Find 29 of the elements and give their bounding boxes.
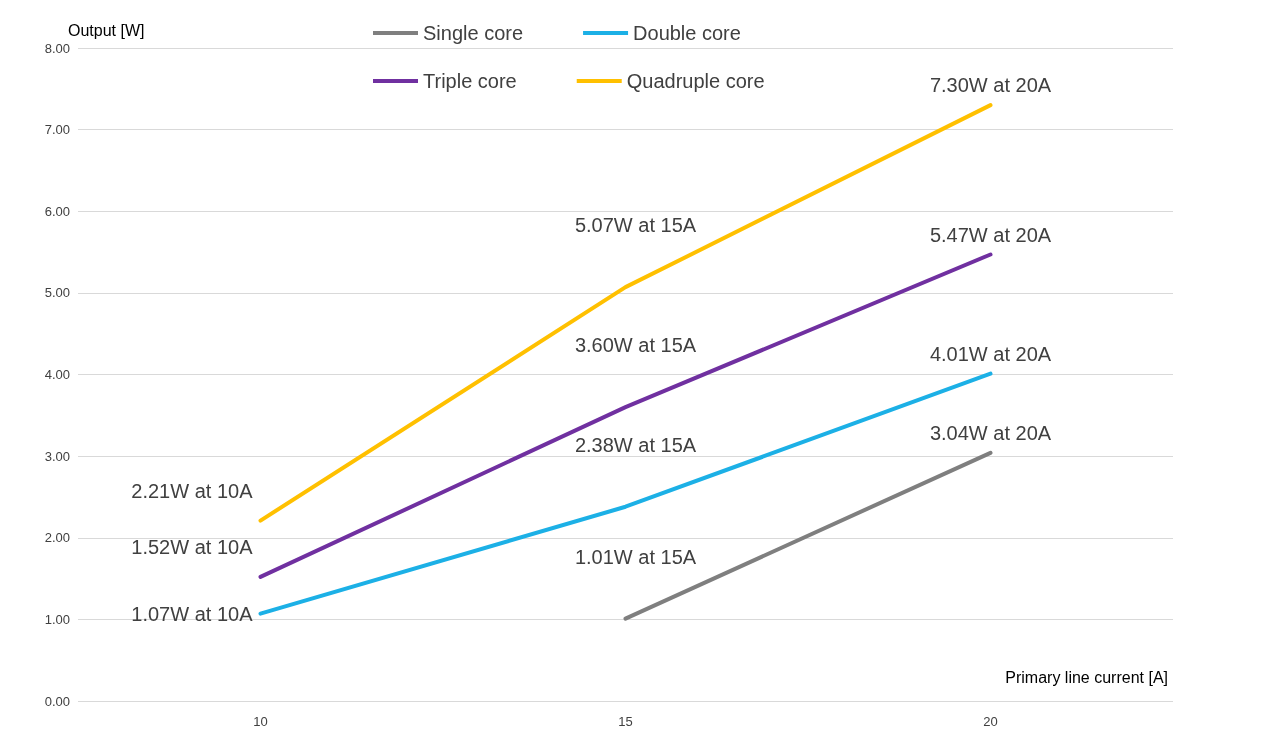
y-tick-label: 0.00: [44, 693, 70, 709]
annotation: 2.38W at 15A: [574, 433, 697, 456]
x-tick-label: 15: [618, 714, 633, 729]
y-tick-label: 4.00: [44, 367, 70, 382]
annotation: 1.07W at 10A: [131, 602, 254, 625]
legend-label: Quadruple core: [626, 70, 765, 92]
annotation: 3.60W at 15A: [574, 334, 697, 357]
annotation: 1.52W at 10A: [131, 535, 254, 558]
y-axis-title: Output [W]: [68, 21, 145, 39]
legend-label: Double core: [633, 22, 741, 44]
annotation: 1.01W at 15A: [574, 545, 697, 568]
legend-label: Triple core: [423, 70, 517, 92]
y-tick-label: 3.00: [44, 448, 70, 464]
y-tick-label: 5.00: [44, 285, 70, 301]
x-tick-label: 20: [983, 714, 998, 729]
x-axis-title: Primary line current [A]: [1005, 668, 1169, 686]
y-tick-label: 2.00: [44, 530, 70, 546]
y-tick-label: 7.00: [44, 122, 70, 138]
annotation: 7.30W at 20A: [929, 74, 1052, 97]
legend-label: Single core: [423, 22, 524, 44]
annotation: 2.21W at 10A: [131, 479, 254, 502]
annotation: 5.07W at 15A: [574, 214, 697, 237]
y-tick-label: 6.00: [44, 203, 70, 219]
x-tick-label: 10: [253, 714, 268, 729]
y-tick-label: 1.00: [44, 611, 70, 627]
y-tick-label: 8.00: [44, 40, 70, 56]
annotation: 3.04W at 20A: [929, 421, 1052, 444]
annotation: 5.47W at 20A: [929, 223, 1052, 246]
annotation: 4.01W at 20A: [929, 342, 1052, 365]
